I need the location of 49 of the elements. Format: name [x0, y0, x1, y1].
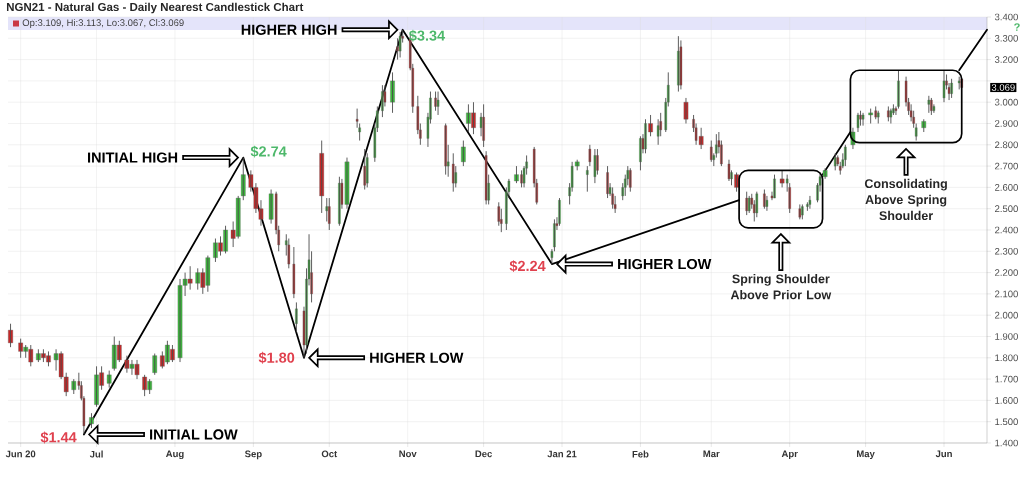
y-tick-label: 2.300: [995, 247, 1018, 255]
x-tick-label: Sep: [244, 450, 262, 460]
annotation: Consolidating Above Spring Shoulder: [864, 178, 947, 221]
annotation: INITIAL HIGH: [88, 152, 178, 163]
x-tick-label: Jul: [89, 450, 103, 458]
y-tick-label: 2.600: [995, 184, 1018, 191]
y-tick-label: 1.600: [995, 397, 1018, 404]
y-tick-label: 2.900: [995, 120, 1018, 127]
annotation: HIGHER LOW: [370, 352, 464, 363]
y-tick-label: 3.400: [994, 13, 1018, 21]
x-tick-label: Jun: [935, 450, 952, 458]
x-tick-label: Oct: [321, 450, 338, 458]
y-tick-label: 2.700: [995, 162, 1018, 170]
x-tick-label: Jan 21: [547, 450, 577, 458]
x-tick-label: May: [856, 450, 875, 460]
x-tick-label: Feb: [632, 450, 649, 458]
text: ?: [1014, 23, 1020, 31]
text: 3.069: [991, 84, 1015, 91]
y-tick-label: 3.300: [994, 34, 1018, 42]
y-tick-label: 1.900: [995, 333, 1018, 340]
y-tick-label: 1.500: [995, 418, 1018, 426]
x-tick-label: Apr: [781, 450, 798, 460]
annotation: INITIAL LOW: [150, 429, 238, 440]
y-tick-label: 1.700: [995, 375, 1018, 383]
y-tick-label: 3.000: [994, 98, 1018, 106]
y-tick-label: 1.800: [995, 354, 1018, 362]
annotation: Op:3.109, Hi:3.113, Lo:3.067, Cl:3.069: [22, 19, 184, 28]
annotation: $2.24: [509, 260, 546, 272]
annotation: HIGHER LOW: [618, 258, 712, 270]
y-tick-label: 2.500: [995, 205, 1018, 213]
x-tick-label: Nov: [399, 450, 417, 458]
y-tick-label: 1.400: [995, 439, 1018, 447]
y-tick-label: 2.800: [995, 141, 1018, 149]
x-tick-label: Mar: [703, 450, 720, 458]
annotation: $3.34: [409, 29, 446, 42]
x-tick-label: Aug: [165, 450, 184, 460]
y-tick-label: 2.400: [995, 226, 1018, 234]
annotation: $1.80: [258, 351, 295, 364]
x-tick-label: Dec: [475, 450, 493, 458]
x-tick-label: Jun 20: [5, 450, 36, 458]
annotation: $2.74: [250, 145, 287, 158]
chart-title: NGN21 - Natural Gas - Daily Nearest Candlestick Chart: [6, 2, 304, 14]
annotation: Spring Shoulder Above Prior Low: [730, 274, 832, 300]
y-tick-label: 2.000: [995, 311, 1018, 319]
y-tick-label: 2.200: [995, 269, 1018, 276]
y-tick-label: 3.200: [994, 56, 1018, 63]
y-tick-label: 2.100: [995, 290, 1018, 298]
annotation: $1.44: [40, 431, 77, 444]
annotation: HIGHER HIGH: [241, 24, 337, 35]
